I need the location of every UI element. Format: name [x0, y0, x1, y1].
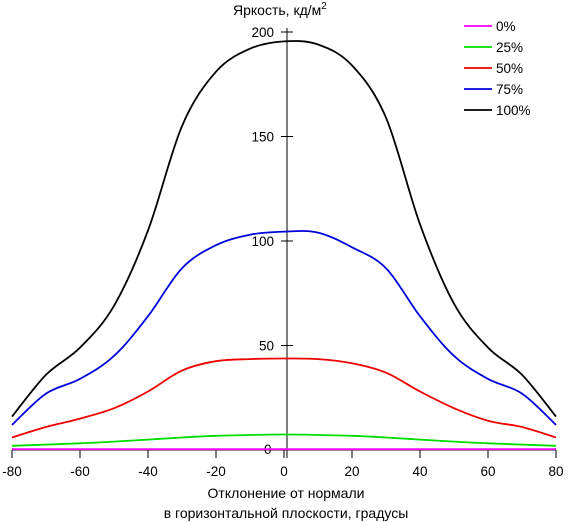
x-tick-label: 40 [412, 464, 427, 479]
y-axis-label-superscript: 2 [321, 1, 327, 12]
x-tick-label: 80 [548, 464, 563, 479]
x-tick-label: -60 [70, 464, 90, 479]
x-axis-title-line-1: Отклонение от нормали [208, 485, 365, 501]
legend-label: 50% [496, 61, 523, 76]
x-axis-title-line-2: в горизонтальной плоскости, градусы [164, 505, 409, 521]
y-tick-label: 100 [251, 234, 274, 249]
x-tick-label: -40 [138, 464, 158, 479]
x-ticks: -80 -60 -40 -20 0 20 40 60 80 [2, 450, 564, 479]
x-tick-label: 20 [344, 464, 359, 479]
legend-label: 75% [496, 82, 523, 97]
legend-label: 0% [496, 19, 516, 34]
svg-text:Яркость, кд/м2: Яркость, кд/м2 [233, 1, 327, 18]
series-lines [11, 40, 557, 451]
series-line-4 [11, 230, 557, 426]
series-line-5 [11, 40, 557, 418]
y-axis-label: Яркость, кд/м [233, 2, 321, 18]
legend-label: 25% [496, 40, 523, 55]
series-line-2 [11, 433, 557, 447]
x-tick-label: -20 [206, 464, 226, 479]
x-tick-label: 0 [280, 464, 288, 479]
y-tick-label: 150 [251, 130, 274, 145]
legend-label: 100% [496, 103, 531, 118]
x-tick-label: 60 [480, 464, 495, 479]
series-line-3 [11, 357, 557, 439]
x-tick-label: -80 [2, 464, 22, 479]
y-axis-title: Яркость, кд/м2 [233, 1, 327, 18]
y-ticks: 50 100 150 200 [251, 25, 293, 354]
y-tick-label: 200 [251, 25, 274, 40]
legend: 0% 25% 50% 75% 100% [464, 19, 531, 118]
y-tick-label: 50 [259, 339, 274, 354]
